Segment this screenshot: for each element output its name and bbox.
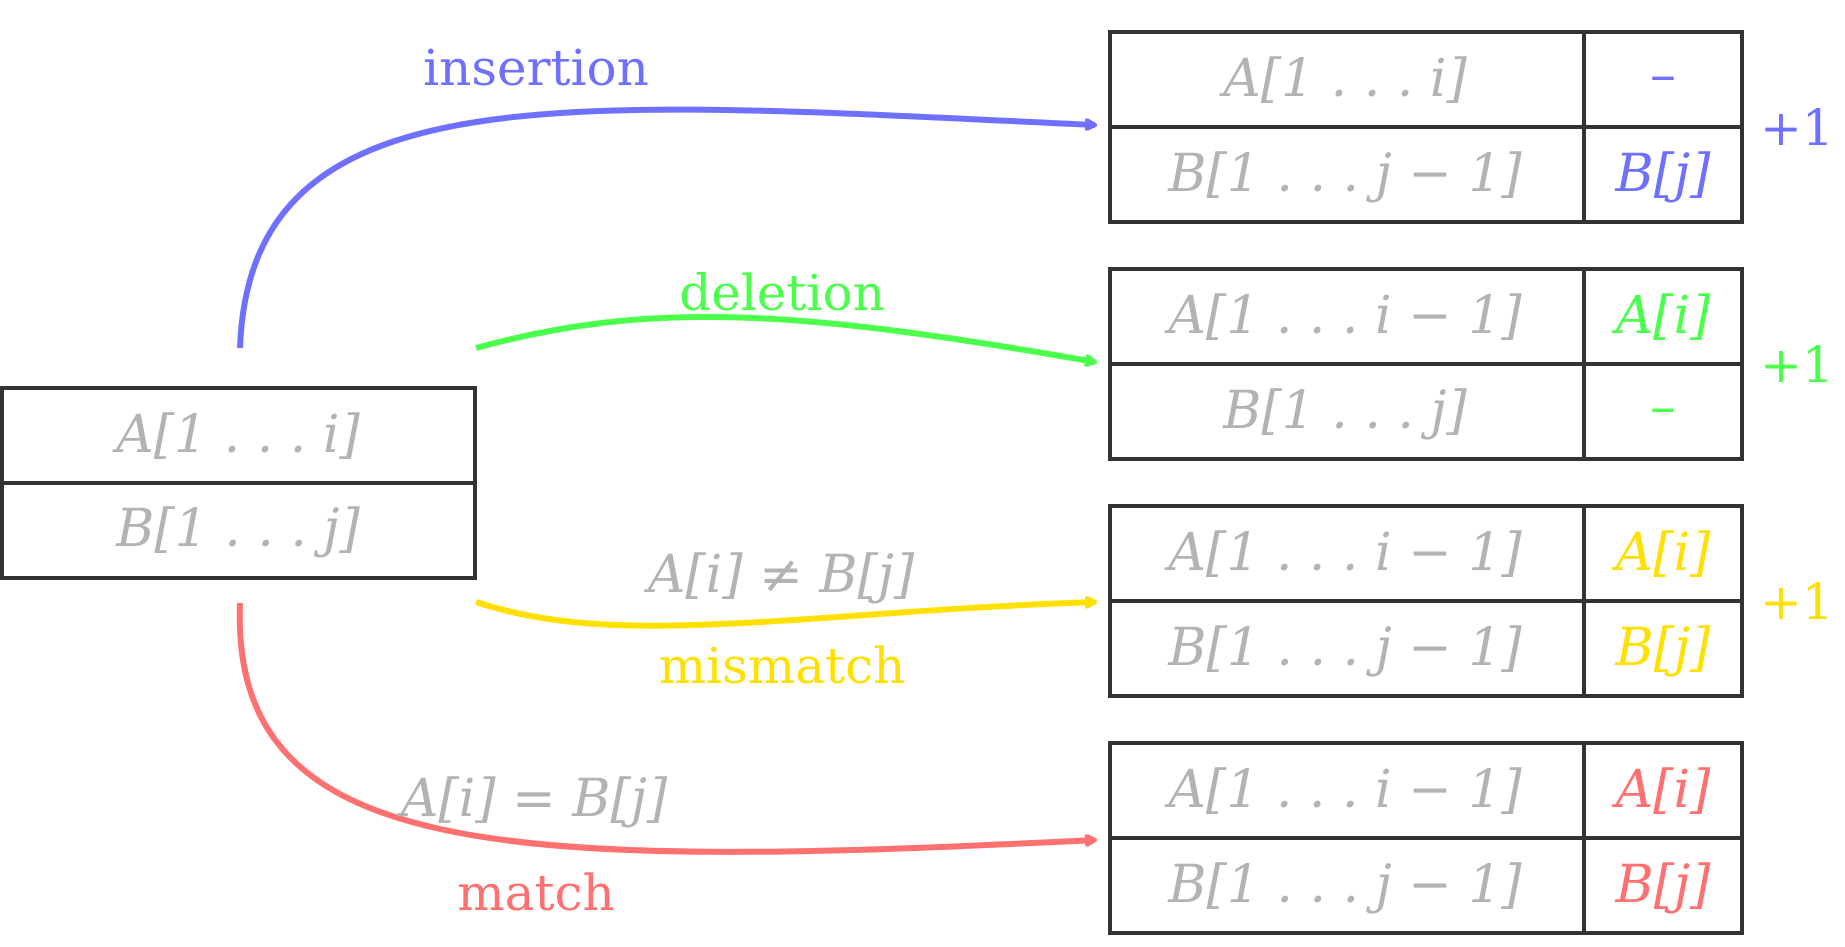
- match-row2-right: B[j]: [1615, 855, 1712, 915]
- match-label: match: [457, 864, 615, 922]
- insertion-label: insertion: [423, 39, 649, 97]
- deletion-row1-right: A[i]: [1612, 286, 1711, 346]
- match-row1-left: A[1 . . . i − 1]: [1164, 760, 1522, 820]
- insertion-row1-right: –: [1650, 45, 1676, 105]
- deletion-arrow: [475, 314, 1095, 362]
- source-box-row-b: [0, 481, 477, 580]
- match-result-box: A[1 . . . i − 1] A[i] B[1 . . . j − 1] B…: [1108, 741, 1744, 935]
- mismatch-result-box: A[1 . . . i − 1] A[i] B[1 . . . j − 1] B…: [1108, 504, 1744, 698]
- deletion-row2-right: –: [1650, 377, 1676, 437]
- mismatch-cost: +1: [1760, 573, 1834, 631]
- mismatch-label: mismatch: [659, 637, 906, 695]
- deletion-cost: +1: [1760, 336, 1834, 394]
- mismatch-row2-left: B[1 . . . j − 1]: [1167, 618, 1522, 678]
- source-row-a-text: A[1 . . . i]: [112, 405, 360, 465]
- source-row-b-text: B[1 . . . j]: [115, 499, 360, 559]
- deletion-row2-left: B[1 . . . j]: [1222, 381, 1467, 441]
- mismatch-arrow: [475, 602, 1095, 629]
- insertion-arrow: [237, 106, 1095, 349]
- insertion-row2-left: B[1 . . . j − 1]: [1167, 144, 1522, 204]
- mismatch-condition: A[i] ≠ B[j]: [644, 545, 915, 605]
- insertion-row1-left: A[1 . . . i]: [1219, 49, 1467, 109]
- match-arrow: [236, 602, 1095, 855]
- match-row2-left: B[1 . . . j − 1]: [1167, 855, 1522, 915]
- insertion-row2-right: B[j]: [1615, 144, 1712, 204]
- match-condition: A[i] = B[j]: [397, 769, 668, 829]
- mismatch-row2-right: B[j]: [1615, 618, 1712, 678]
- match-row1-right: A[i]: [1612, 760, 1711, 820]
- deletion-result-box: A[1 . . . i − 1] A[i] B[1 . . . j] –: [1108, 267, 1744, 461]
- mismatch-row1-right: A[i]: [1612, 523, 1711, 583]
- mismatch-row1-left: A[1 . . . i − 1]: [1164, 523, 1522, 583]
- insertion-cost: +1: [1760, 99, 1834, 157]
- insertion-result-box: A[1 . . . i] – B[1 . . . j − 1] B[j]: [1108, 30, 1744, 224]
- deletion-row1-left: A[1 . . . i − 1]: [1164, 286, 1522, 346]
- deletion-label: deletion: [679, 264, 885, 322]
- source-box: A[1 . . . i] B[1 . . . j]: [0, 386, 477, 580]
